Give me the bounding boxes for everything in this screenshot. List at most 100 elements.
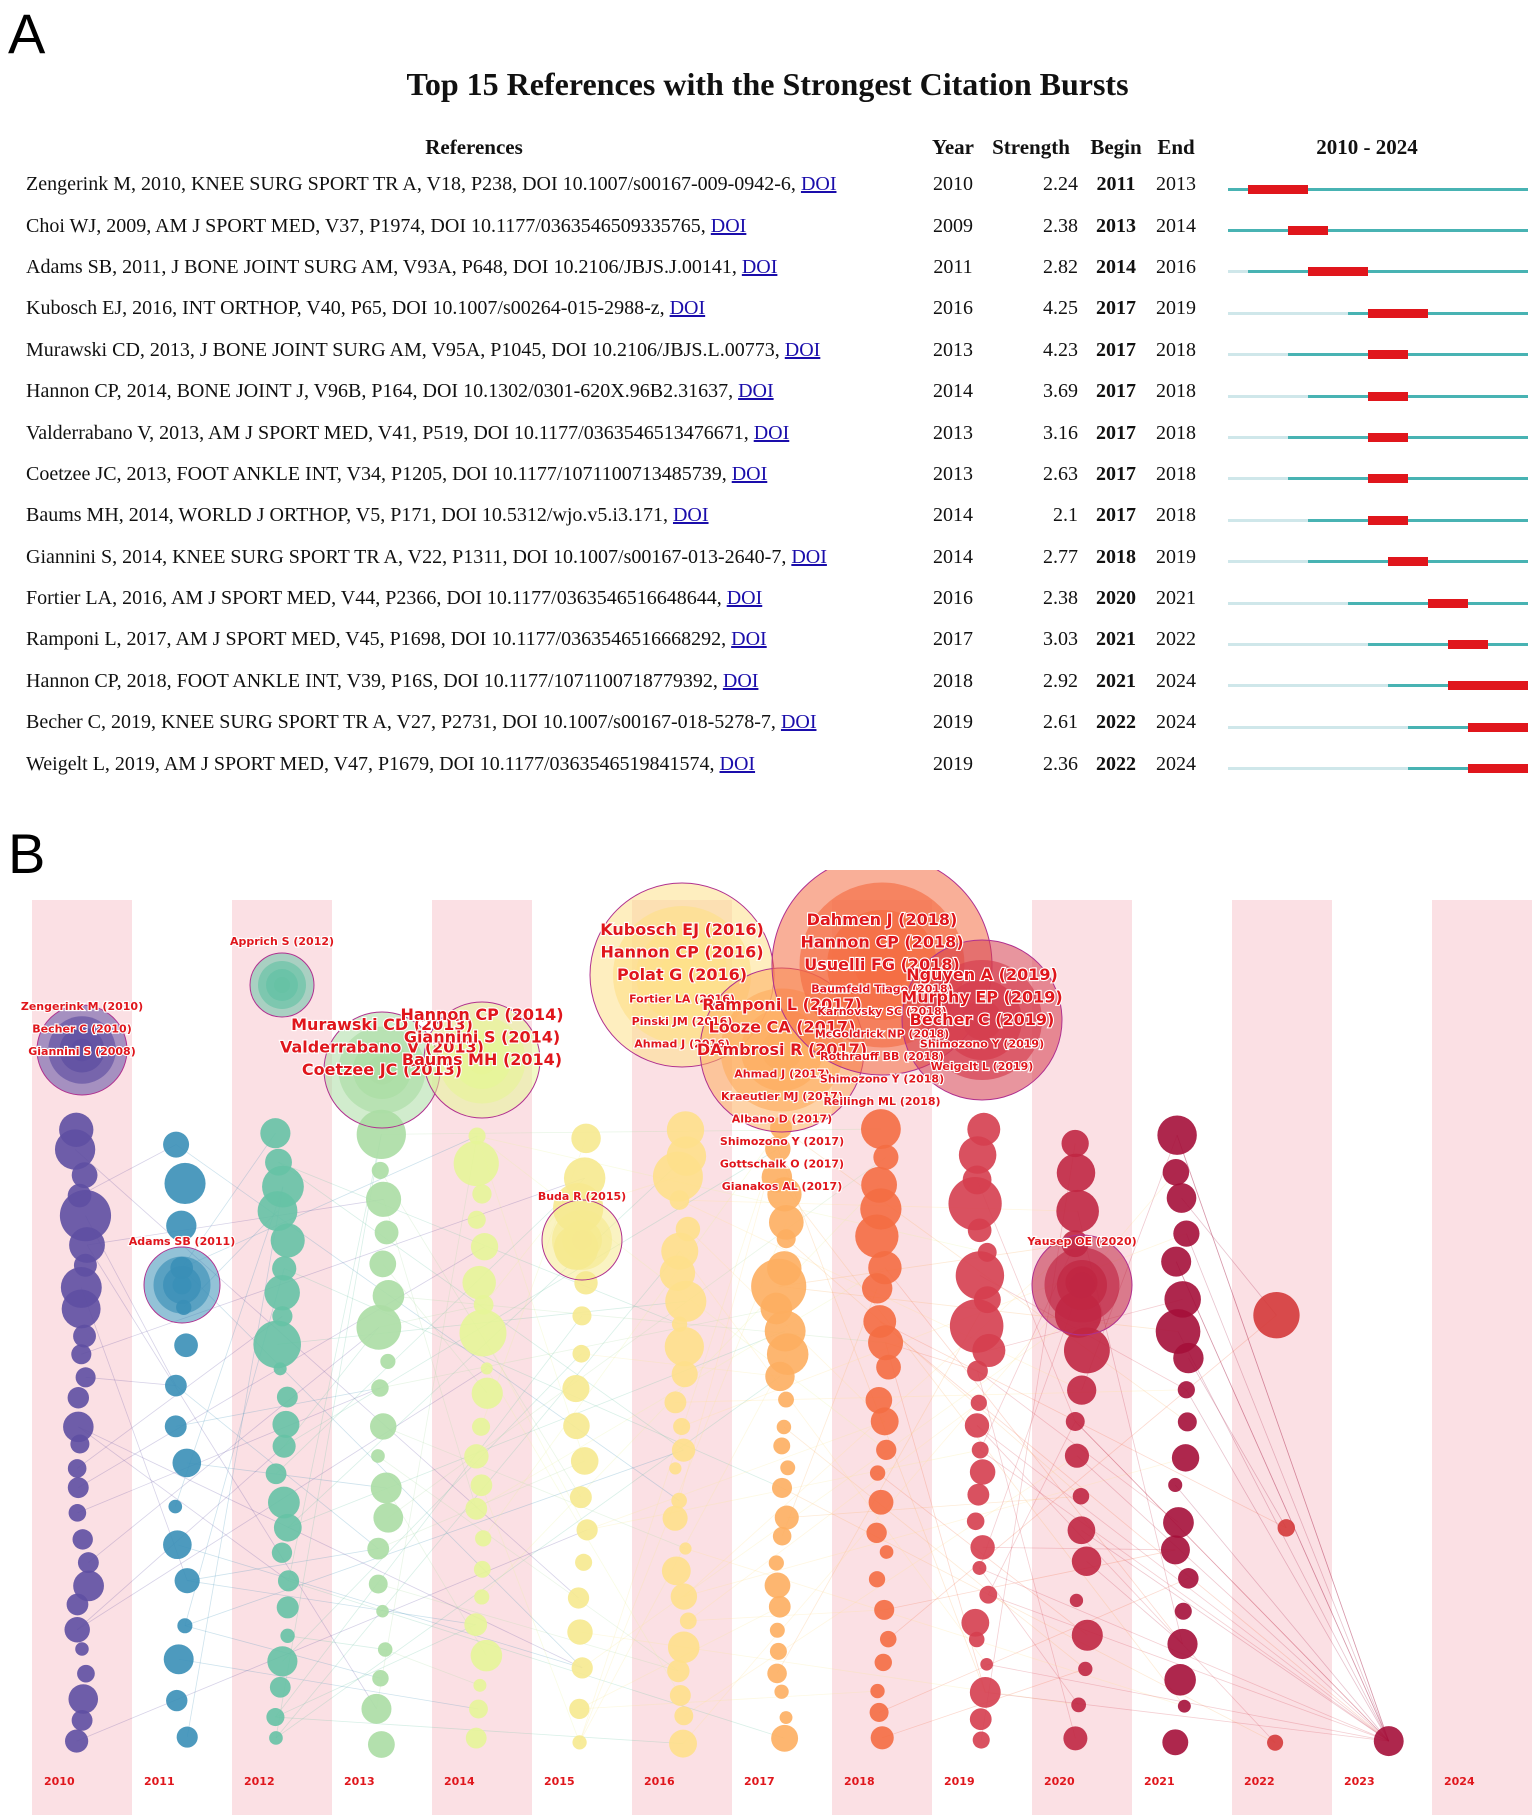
table-row: Valderrabano V, 2013, AM J SPORT MED, V4… bbox=[26, 412, 1528, 453]
year-cell: 2014 bbox=[933, 545, 973, 568]
node-label: Ramponi L (2017) bbox=[702, 995, 862, 1014]
doi-link[interactable]: DOI bbox=[722, 669, 759, 692]
doi-link[interactable]: DOI bbox=[738, 380, 774, 403]
doi-link[interactable]: DOI bbox=[731, 462, 768, 485]
citation-link bbox=[283, 1327, 380, 1447]
inactive-segment bbox=[1228, 436, 1288, 440]
begin-cell: 2011 bbox=[1096, 173, 1136, 196]
network-node bbox=[576, 1519, 598, 1541]
table-row: Hannon CP, 2014, BONE JOINT J, V96B, P16… bbox=[26, 371, 1528, 412]
year-cell: 2014 bbox=[933, 504, 973, 527]
network-node bbox=[1071, 1619, 1103, 1651]
doi-link[interactable]: DOI bbox=[800, 173, 837, 196]
node-label: Zengerink M (2010) bbox=[21, 1000, 143, 1013]
strength-cell: 2.77 bbox=[1043, 545, 1078, 568]
year-stripe bbox=[1432, 900, 1532, 1815]
doi-link[interactable]: DOI bbox=[726, 587, 763, 610]
strength-cell: 2.82 bbox=[1043, 255, 1078, 278]
network-node bbox=[971, 1441, 989, 1459]
network-node bbox=[365, 1181, 402, 1217]
network-node bbox=[72, 1529, 93, 1550]
doi-link[interactable]: DOI bbox=[780, 711, 817, 734]
network-node bbox=[172, 1448, 202, 1478]
doi-link[interactable]: DOI bbox=[791, 545, 827, 568]
network-node bbox=[779, 1711, 793, 1724]
inactive-segment bbox=[1228, 518, 1308, 522]
doi-link[interactable]: DOI bbox=[784, 338, 821, 361]
burst-timeline bbox=[1228, 557, 1528, 567]
network-node bbox=[571, 1123, 601, 1154]
node-label: Adams SB (2011) bbox=[129, 1235, 235, 1248]
timezone-network-chart: Zengerink M (2010) Becher C (2010) Giannin… bbox=[20, 870, 1532, 1815]
doi-link[interactable]: DOI bbox=[710, 214, 747, 237]
network-node bbox=[979, 1585, 998, 1604]
citation-link bbox=[482, 1127, 782, 1539]
doi-link[interactable]: DOI bbox=[731, 628, 767, 651]
cluster-node bbox=[70, 1038, 94, 1062]
doi-link[interactable]: DOI bbox=[741, 255, 778, 278]
network-node bbox=[1063, 1327, 1110, 1374]
year-label: 2022 bbox=[1244, 1775, 1275, 1788]
network-node bbox=[163, 1644, 194, 1675]
network-node bbox=[174, 1568, 200, 1594]
network-node bbox=[674, 1706, 694, 1726]
citation-link bbox=[781, 1288, 878, 1537]
citation-link bbox=[76, 1529, 588, 1742]
table-row: Kubosch EJ, 2016, INT ORTHOP, V40, P65, … bbox=[26, 288, 1528, 329]
burst-timeline bbox=[1228, 433, 1528, 443]
citation-link bbox=[781, 1487, 1276, 1743]
active-segment bbox=[1248, 270, 1528, 274]
node-label: Shimozono Y (2017) bbox=[720, 1135, 844, 1148]
node-label: Murphy EP (2019) bbox=[901, 988, 1062, 1007]
network-node bbox=[879, 1630, 897, 1648]
year-label: 2016 bbox=[644, 1775, 675, 1788]
citation-link bbox=[476, 1135, 988, 1253]
doi-link[interactable]: DOI bbox=[753, 421, 790, 444]
network-node bbox=[665, 1280, 707, 1322]
network-node bbox=[267, 1486, 300, 1519]
citation-link bbox=[181, 1135, 478, 1269]
network-node bbox=[671, 1492, 687, 1509]
doi-link[interactable]: DOI bbox=[669, 297, 706, 320]
network-node bbox=[569, 1486, 592, 1509]
network-node bbox=[1162, 1159, 1190, 1186]
citation-link bbox=[1176, 1135, 1390, 1742]
network-node bbox=[277, 1570, 300, 1592]
citation-link bbox=[275, 1376, 781, 1739]
network-node bbox=[65, 1729, 89, 1753]
network-node bbox=[164, 1415, 187, 1438]
citation-link bbox=[85, 1376, 176, 1386]
doi-link[interactable]: DOI bbox=[719, 752, 756, 775]
node-label: Albano D (2017) bbox=[732, 1113, 832, 1126]
strength-cell: 3.69 bbox=[1043, 380, 1078, 403]
strength-cell: 3.16 bbox=[1043, 421, 1078, 444]
network-node bbox=[1071, 1546, 1102, 1576]
network-node bbox=[866, 1522, 887, 1543]
year-cell: 2017 bbox=[933, 628, 973, 651]
node-label: DAmbrosi R (2017) bbox=[697, 1040, 867, 1059]
network-node bbox=[1063, 1726, 1088, 1751]
active-segment bbox=[1308, 518, 1528, 522]
burst-timeline bbox=[1228, 515, 1528, 525]
burst-segment bbox=[1388, 557, 1428, 567]
doi-link[interactable]: DOI bbox=[672, 504, 709, 527]
node-label: Nguyen A (2019) bbox=[906, 965, 1058, 984]
node-label: Yausep OE (2020) bbox=[1026, 1235, 1136, 1248]
network-node bbox=[368, 1574, 388, 1594]
network-node bbox=[562, 1375, 590, 1403]
network-node bbox=[163, 1530, 192, 1560]
network-node bbox=[1173, 1220, 1200, 1247]
end-cell: 2018 bbox=[1156, 462, 1196, 485]
citation-link bbox=[378, 1583, 679, 1672]
table-row: Zengerink M, 2010, KNEE SURG SPORT TR A,… bbox=[26, 164, 1528, 205]
network-node bbox=[373, 1502, 404, 1533]
citation-link bbox=[288, 1580, 785, 1739]
network-node bbox=[272, 1306, 293, 1327]
begin-cell: 2017 bbox=[1096, 504, 1136, 527]
network-node bbox=[679, 1542, 692, 1555]
network-node bbox=[276, 1386, 298, 1408]
network-node bbox=[262, 1165, 304, 1208]
citation-link bbox=[275, 1177, 585, 1475]
network-node bbox=[1056, 1189, 1099, 1233]
citation-link bbox=[187, 1548, 379, 1582]
